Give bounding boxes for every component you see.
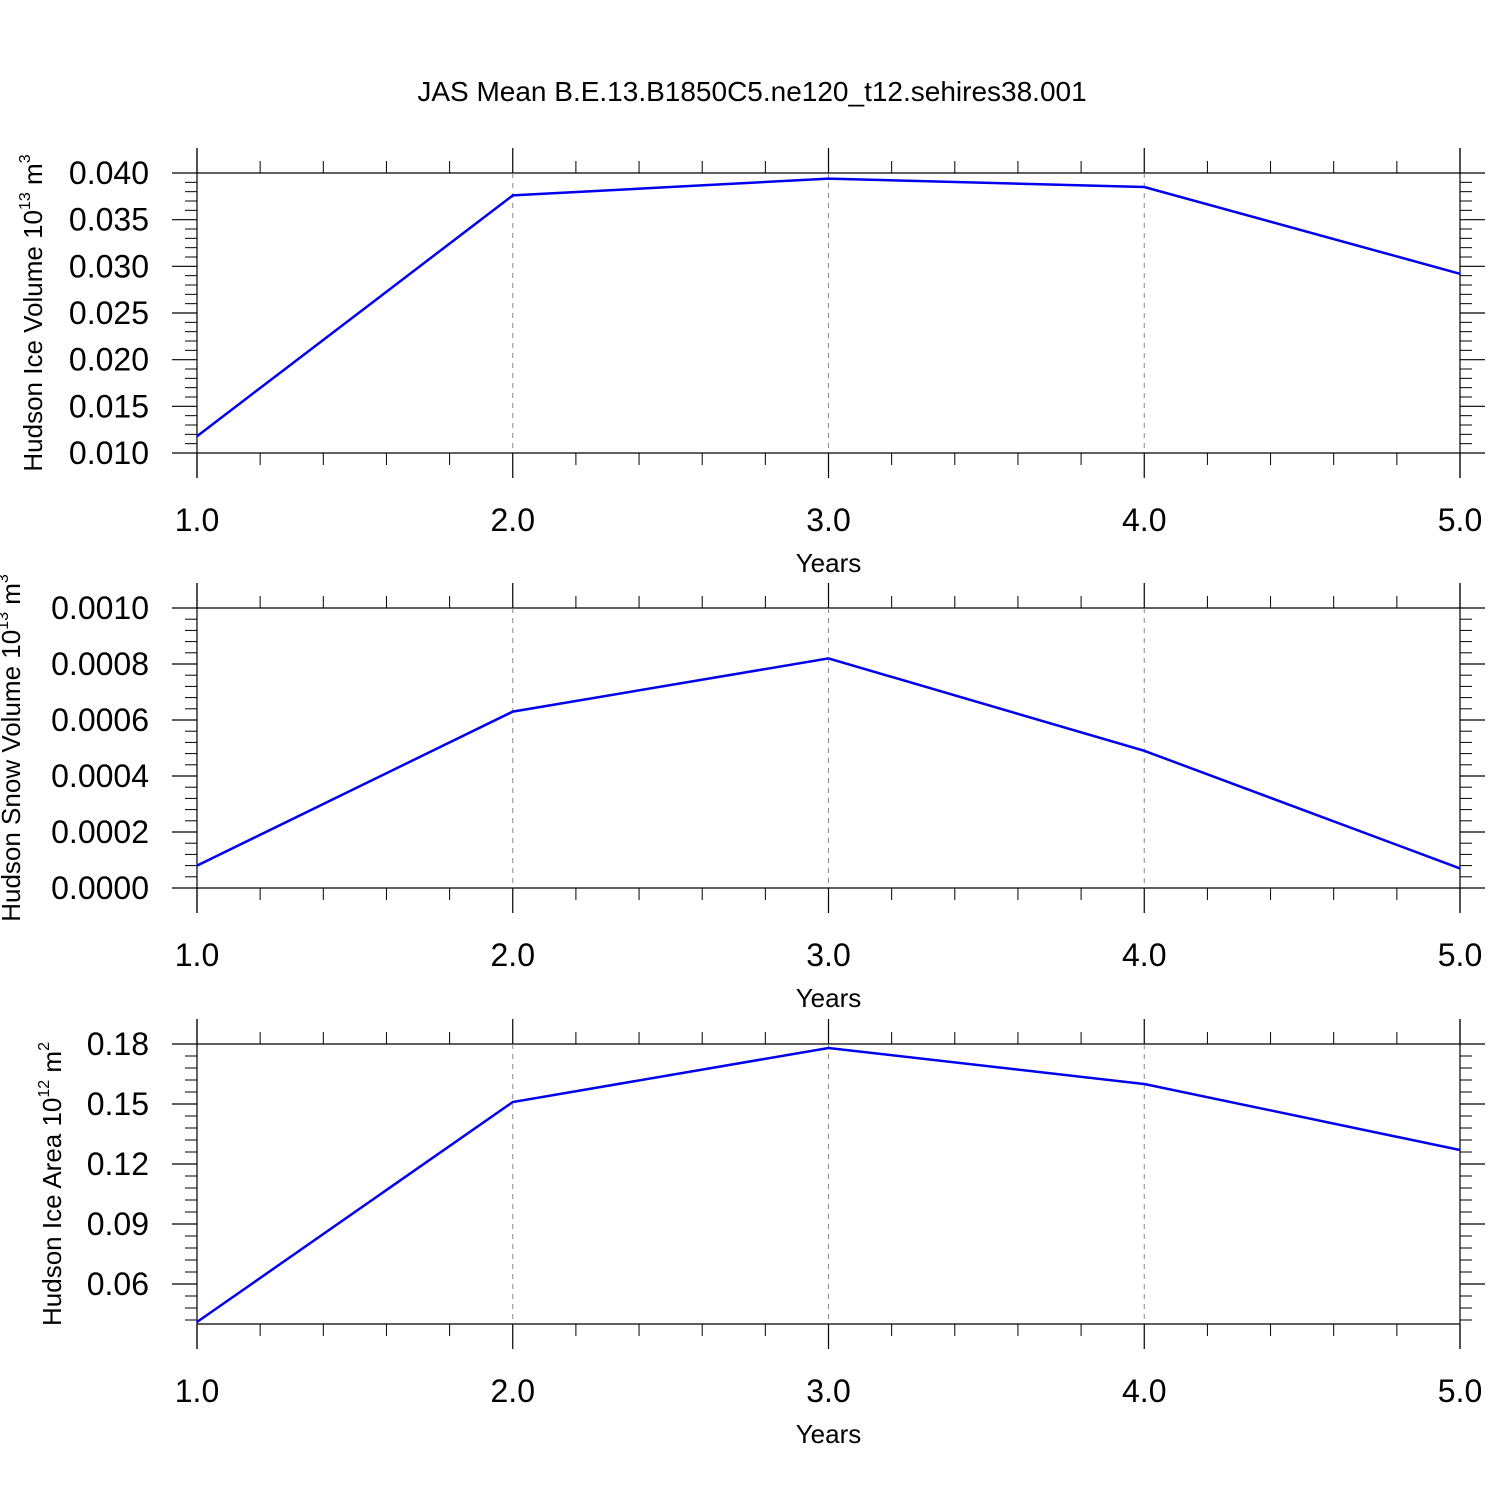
data-point xyxy=(1143,186,1146,188)
x-tick-label: 1.0 xyxy=(175,502,219,538)
y-tick-label: 0.09 xyxy=(87,1206,149,1242)
data-point xyxy=(511,1101,514,1103)
x-tick-label: 1.0 xyxy=(175,937,219,973)
data-point xyxy=(1143,750,1146,752)
y-axis-label-unit-exponent: 2 xyxy=(36,1042,53,1051)
y-tick-label: 0.040 xyxy=(69,155,149,191)
y-tick-label: 0.06 xyxy=(87,1266,149,1302)
y-axis-label-text: Hudson Ice Area 10 xyxy=(37,1098,67,1326)
x-tick-label: 3.0 xyxy=(806,1373,850,1409)
y-axis-label-unit: m xyxy=(0,583,26,612)
x-tick-label: 4.0 xyxy=(1122,937,1166,973)
y-tick-label: 0.15 xyxy=(87,1086,149,1122)
x-tick-label: 5.0 xyxy=(1438,1373,1482,1409)
x-tick-label: 3.0 xyxy=(806,502,850,538)
y-axis-label-unit: m xyxy=(37,1051,67,1080)
panel-1: 1.0 2.0 3.0 4.0 5.0 0.010 0.015 0.020 0.025 0.030… xyxy=(17,148,1485,578)
y-axis-label-unit: m xyxy=(18,163,48,192)
data-point xyxy=(1459,273,1461,275)
y-axis-label-exponent: 13 xyxy=(17,192,34,210)
x-tick-label: 2.0 xyxy=(491,1373,535,1409)
data-point xyxy=(511,710,514,713)
y-axis-label: Hudson Ice Volume 1013 m3 xyxy=(17,154,48,471)
y-tick-label: 0.0004 xyxy=(51,758,149,794)
data-point xyxy=(1459,867,1461,870)
y-axis-label-text: Hudson Ice Volume 10 xyxy=(18,210,48,472)
y-tick-label: 0.0008 xyxy=(51,646,149,682)
data-point xyxy=(827,657,830,660)
panel-3: 1.0 2.0 3.0 4.0 5.0 0.06 0.09 0.12 0.15 0.18 Years… xyxy=(36,1019,1485,1449)
y-tick-label: 0.010 xyxy=(69,435,149,471)
x-axis-label: Years xyxy=(796,1419,862,1449)
y-tick-label: 0.0000 xyxy=(51,870,149,906)
y-tick-label: 0.12 xyxy=(87,1146,149,1182)
x-tick-label: 2.0 xyxy=(491,502,535,538)
y-axis-label: Hudson Snow Volume 1013 m3 xyxy=(0,574,26,922)
data-point xyxy=(1459,1149,1461,1151)
x-tick-label: 1.0 xyxy=(175,1373,219,1409)
data-point xyxy=(1143,1083,1146,1085)
y-axis-label-text: Hudson Snow Volume 10 xyxy=(0,630,26,922)
y-tick-label: 0.015 xyxy=(69,388,149,424)
x-axis-label: Years xyxy=(796,983,862,1013)
x-tick-label: 5.0 xyxy=(1438,937,1482,973)
data-point xyxy=(196,1321,198,1323)
y-tick-label: 0.035 xyxy=(69,202,149,238)
y-tick-label: 0.020 xyxy=(69,342,149,378)
x-tick-label: 3.0 xyxy=(806,937,850,973)
data-point xyxy=(511,194,514,197)
panel-2: 1.0 2.0 3.0 4.0 5.0 0.0000 0.0002 0.0004 0.0006 0… xyxy=(0,574,1485,1013)
x-axis-label: Years xyxy=(796,548,862,578)
y-axis-label-unit-exponent: 3 xyxy=(17,154,34,163)
y-tick-label: 0.18 xyxy=(87,1026,149,1062)
chart-title: JAS Mean B.E.13.B1850C5.ne120_t12.sehire… xyxy=(417,76,1086,107)
y-tick-label: 0.0006 xyxy=(51,702,149,738)
data-point xyxy=(827,177,830,180)
y-tick-label: 0.0002 xyxy=(51,814,149,850)
y-tick-label: 0.030 xyxy=(69,248,149,284)
data-point xyxy=(196,435,198,438)
x-tick-label: 4.0 xyxy=(1122,1373,1166,1409)
data-point xyxy=(196,864,198,867)
y-axis-label: Hudson Ice Area 1012 m2 xyxy=(36,1042,67,1326)
y-axis-label-unit-exponent: 3 xyxy=(0,574,12,583)
x-tick-label: 4.0 xyxy=(1122,502,1166,538)
y-tick-label: 0.025 xyxy=(69,295,149,331)
data-point xyxy=(827,1047,830,1049)
x-tick-label: 2.0 xyxy=(491,937,535,973)
y-axis-label-exponent: 12 xyxy=(36,1080,53,1098)
y-tick-label: 0.0010 xyxy=(51,590,149,626)
x-tick-label: 5.0 xyxy=(1438,502,1482,538)
y-axis-label-exponent: 13 xyxy=(0,612,12,630)
